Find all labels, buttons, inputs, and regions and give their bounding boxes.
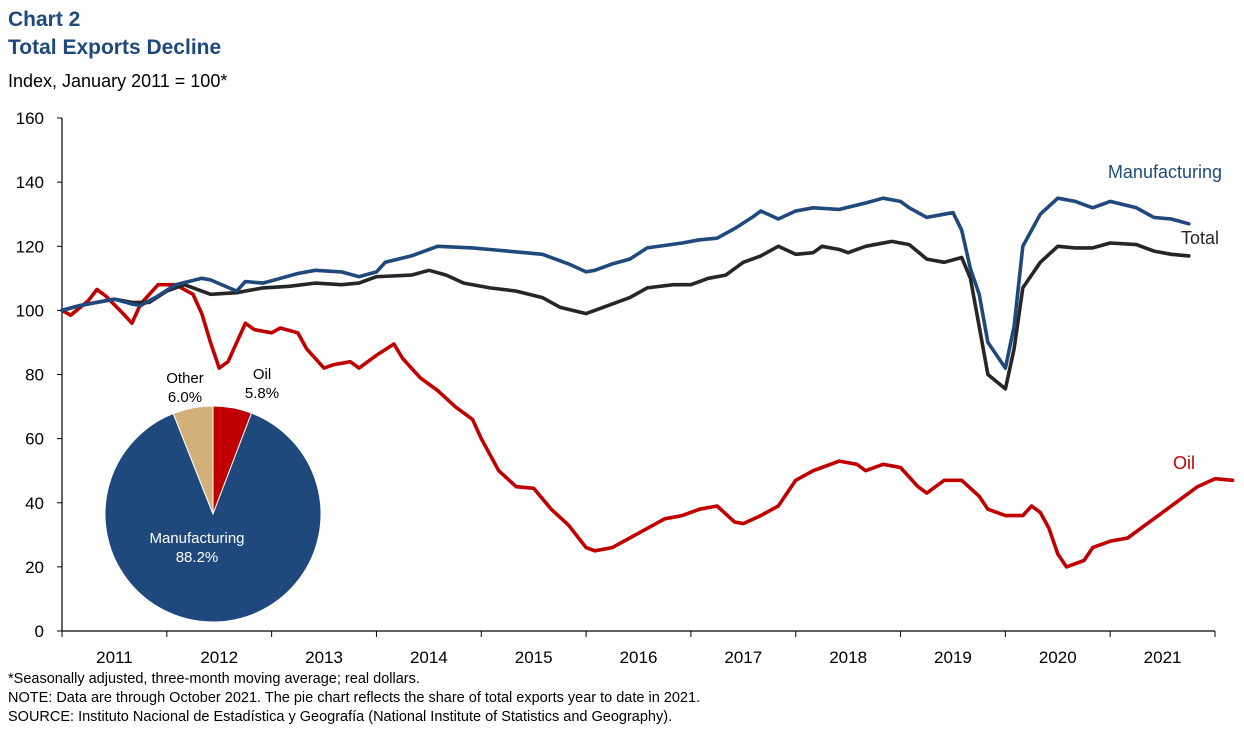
pie-label-manufacturing: Manufacturing (149, 530, 244, 547)
axes: 0 20 40 60 80 100 120 140 160 2011 2012 2013 2014 201… (16, 109, 1216, 667)
y-tick-label: 160 (16, 109, 44, 128)
y-tick-label: 40 (25, 494, 44, 513)
pie-label-oil: Oil (253, 366, 271, 383)
footnote-seasonal: *Seasonally adjusted, three-month moving… (8, 671, 420, 687)
line-label-manufacturing: Manufacturing (1108, 162, 1222, 182)
line-labels: Manufacturing Total Oil (1108, 162, 1222, 473)
pie-slice-other (172, 405, 214, 515)
footnote-note: NOTE: Data are through October 2021. The… (8, 690, 701, 706)
x-tick-label: 2020 (1039, 648, 1077, 667)
line-label-oil: Oil (1173, 453, 1195, 473)
footnote-source: SOURCE: Instituto Nacional de Estadístic… (8, 709, 673, 725)
x-tick-label: 2016 (620, 648, 658, 667)
series-line-oil (60, 282, 1235, 569)
y-tick-label: 80 (25, 366, 44, 385)
y-tick-label: 60 (25, 430, 44, 449)
series-line-total (60, 239, 1191, 391)
y-tick-label: 20 (25, 558, 44, 577)
pie-chart: Oil 5.8% Manufacturing 88.2% Other 6.0% (104, 366, 322, 623)
y-axis-unit-label: Index, January 2011 = 100* (8, 71, 228, 91)
y-tick-label: 100 (16, 301, 44, 320)
pie-slice-manufacturing (104, 412, 322, 623)
y-tick-label: 140 (16, 173, 44, 192)
x-tick-label: 2015 (515, 648, 553, 667)
x-tick-label: 2018 (829, 648, 867, 667)
pie-value-oil: 5.8% (245, 385, 279, 402)
x-tick-label: 2017 (724, 648, 762, 667)
x-tick-label: 2011 (96, 648, 133, 667)
y-tick-label: 0 (35, 622, 44, 641)
chart-title: Total Exports Decline (8, 36, 222, 59)
x-tick-label: 2012 (200, 648, 238, 667)
x-tick-label: 2019 (934, 648, 972, 667)
series-lines (60, 196, 1235, 569)
y-tick-label: 120 (16, 237, 44, 256)
series-line-manufacturing (60, 196, 1191, 370)
x-tick-label: 2014 (410, 648, 448, 667)
line-chart: 0 20 40 60 80 100 120 140 160 2011 2012 2013 2014 201… (16, 109, 1235, 667)
chart-label: Chart 2 (8, 8, 81, 31)
pie-value-manufacturing: 88.2% (176, 549, 219, 566)
pie-value-other: 6.0% (168, 389, 202, 406)
pie-label-other: Other (166, 370, 204, 387)
footnotes: *Seasonally adjusted, three-month moving… (8, 670, 700, 727)
x-tick-label: 2013 (305, 648, 343, 667)
line-label-total: Total (1181, 228, 1219, 248)
x-tick-label: 2021 (1144, 648, 1182, 667)
